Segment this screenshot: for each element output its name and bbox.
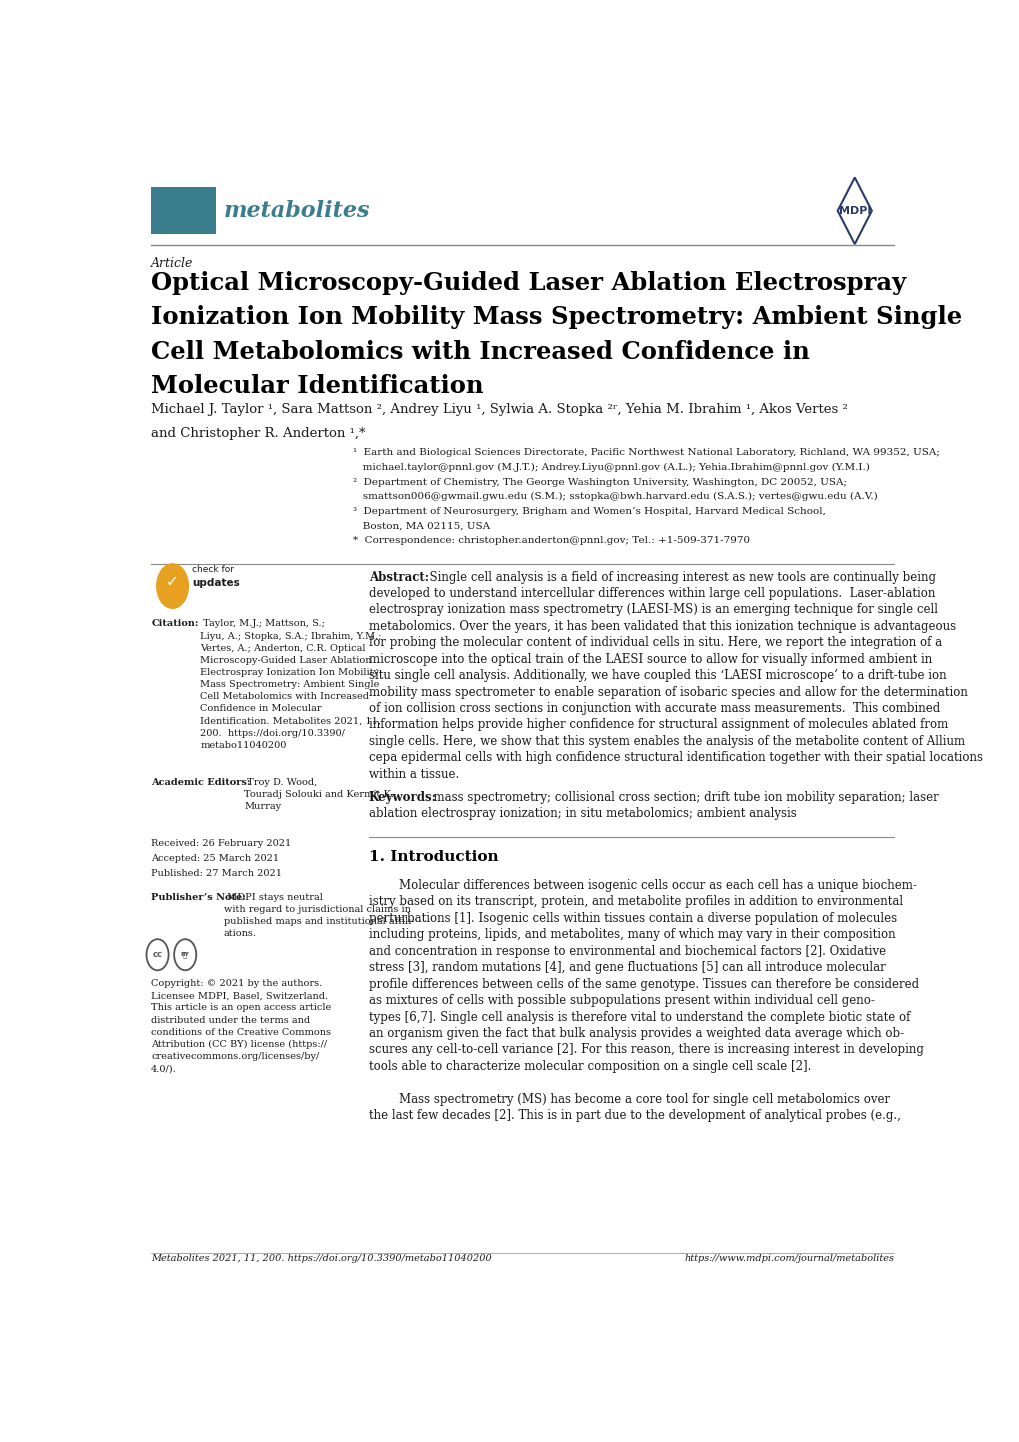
Text: Received: 26 February 2021: Received: 26 February 2021 bbox=[151, 839, 291, 848]
Text: electrospray ionization mass spectrometry (LAESI-MS) is an emerging technique fo: electrospray ionization mass spectrometr… bbox=[368, 603, 936, 616]
Text: BY: BY bbox=[180, 952, 190, 957]
Text: Single cell analysis is a field of increasing interest as new tools are continua: Single cell analysis is a field of incre… bbox=[422, 571, 935, 584]
Text: Molecular Identification: Molecular Identification bbox=[151, 373, 483, 398]
Text: situ single cell analysis. Additionally, we have coupled this ‘LAESI microscope’: situ single cell analysis. Additionally,… bbox=[368, 669, 946, 682]
Text: Boston, MA 02115, USA: Boston, MA 02115, USA bbox=[353, 522, 489, 531]
Text: updates: updates bbox=[193, 578, 239, 588]
Text: of ion collision cross sections in conjunction with accurate mass measurements. : of ion collision cross sections in conju… bbox=[368, 702, 938, 715]
Text: Metabolites 2021, 11, 200. https://doi.org/10.3390/metabo11040200: Metabolites 2021, 11, 200. https://doi.o… bbox=[151, 1255, 491, 1263]
Text: 1. Introduction: 1. Introduction bbox=[368, 851, 497, 864]
Text: and concentration in response to environmental and biochemical factors [2]. Oxid: and concentration in response to environ… bbox=[368, 945, 884, 957]
Text: istry based on its transcript, protein, and metabolite profiles in addition to e: istry based on its transcript, protein, … bbox=[368, 895, 902, 908]
Text: mass spectrometry; collisional cross section; drift tube ion mobility separation: mass spectrometry; collisional cross sec… bbox=[425, 790, 937, 803]
Text: Publisher’s Note:: Publisher’s Note: bbox=[151, 893, 246, 901]
Text: developed to understand intercellular differences within large cell populations.: developed to understand intercellular di… bbox=[368, 587, 934, 600]
Text: ¹  Earth and Biological Sciences Directorate, Pacific Northwest National Laborat: ¹ Earth and Biological Sciences Director… bbox=[353, 448, 938, 457]
Text: ²  Department of Chemistry, The George Washington University, Washington, DC 200: ² Department of Chemistry, The George Wa… bbox=[353, 477, 846, 487]
Text: cc: cc bbox=[153, 950, 162, 959]
Text: Keywords:: Keywords: bbox=[368, 790, 436, 803]
Text: https://www.mdpi.com/journal/metabolites: https://www.mdpi.com/journal/metabolites bbox=[684, 1255, 894, 1263]
Text: Abstract:: Abstract: bbox=[368, 571, 428, 584]
Text: perturbations [1]. Isogenic cells within tissues contain a diverse population of: perturbations [1]. Isogenic cells within… bbox=[368, 911, 896, 924]
Text: an organism given the fact that bulk analysis provides a weighted data average w: an organism given the fact that bulk ana… bbox=[368, 1027, 903, 1040]
Text: ablation electrospray ionization; in situ metabolomics; ambient analysis: ablation electrospray ionization; in sit… bbox=[368, 808, 796, 820]
Text: Taylor, M.J.; Mattson, S.;
Liyu, A.; Stopka, S.A.; Ibrahim, Y.M.;
Vertes, A.; An: Taylor, M.J.; Mattson, S.; Liyu, A.; Sto… bbox=[200, 620, 381, 750]
Text: Cell Metabolomics with Increased Confidence in: Cell Metabolomics with Increased Confide… bbox=[151, 339, 809, 363]
Text: stress [3], random mutations [4], and gene fluctuations [5] can all introduce mo: stress [3], random mutations [4], and ge… bbox=[368, 962, 884, 975]
Text: Article: Article bbox=[151, 258, 194, 271]
Text: Academic Editors:: Academic Editors: bbox=[151, 779, 251, 787]
Text: ✓: ✓ bbox=[166, 574, 178, 590]
Text: information helps provide higher confidence for structural assignment of molecul: information helps provide higher confide… bbox=[368, 718, 947, 731]
Text: ³  Department of Neurosurgery, Brigham and Women’s Hospital, Harvard Medical Sch: ³ Department of Neurosurgery, Brigham an… bbox=[353, 508, 824, 516]
Text: ⃝: ⃝ bbox=[182, 952, 187, 957]
Text: within a tissue.: within a tissue. bbox=[368, 767, 459, 780]
Text: Molecular differences between isogenic cells occur as each cell has a unique bio: Molecular differences between isogenic c… bbox=[398, 880, 916, 893]
Text: metabolomics. Over the years, it has been validated that this ionization techniq: metabolomics. Over the years, it has bee… bbox=[368, 620, 955, 633]
Text: *  Correspondence: christopher.anderton@pnnl.gov; Tel.: +1-509-371-7970: * Correspondence: christopher.anderton@p… bbox=[353, 536, 749, 545]
Text: MDPI: MDPI bbox=[838, 206, 870, 216]
Text: tools able to characterize molecular composition on a single cell scale [2].: tools able to characterize molecular com… bbox=[368, 1060, 810, 1073]
Text: scures any cell-to-cell variance [2]. For this reason, there is increasing inter: scures any cell-to-cell variance [2]. Fo… bbox=[368, 1044, 922, 1057]
Text: for probing the molecular content of individual cells in situ. Here, we report t: for probing the molecular content of ind… bbox=[368, 636, 941, 649]
Text: microscope into the optical train of the LAESI source to allow for visually info: microscope into the optical train of the… bbox=[368, 653, 931, 666]
Text: mobility mass spectrometer to enable separation of isobaric species and allow fo: mobility mass spectrometer to enable sep… bbox=[368, 685, 967, 698]
Circle shape bbox=[147, 939, 168, 970]
Text: Accepted: 25 March 2021: Accepted: 25 March 2021 bbox=[151, 854, 279, 864]
Text: Optical Microscopy-Guided Laser Ablation Electrospray: Optical Microscopy-Guided Laser Ablation… bbox=[151, 271, 906, 294]
Text: as mixtures of cells with possible subpopulations present within individual cell: as mixtures of cells with possible subpo… bbox=[368, 994, 873, 1007]
Text: Published: 27 March 2021: Published: 27 March 2021 bbox=[151, 870, 282, 878]
Text: Ionization Ion Mobility Mass Spectrometry: Ambient Single: Ionization Ion Mobility Mass Spectrometr… bbox=[151, 306, 961, 329]
Text: MDPI stays neutral
with regard to jurisdictional claims in
published maps and in: MDPI stays neutral with regard to jurisd… bbox=[224, 893, 414, 937]
Text: and Christopher R. Anderton ¹,*: and Christopher R. Anderton ¹,* bbox=[151, 427, 366, 440]
Text: check for: check for bbox=[193, 565, 234, 574]
Text: Citation:: Citation: bbox=[151, 620, 199, 629]
Text: profile differences between cells of the same genotype. Tissues can therefore be: profile differences between cells of the… bbox=[368, 978, 918, 991]
Text: michael.taylor@pnnl.gov (M.J.T.); Andrey.Liyu@pnnl.gov (A.L.); Yehia.Ibrahim@pnn: michael.taylor@pnnl.gov (M.J.T.); Andrey… bbox=[353, 463, 869, 472]
Text: smattson006@gwmail.gwu.edu (S.M.); sstopka@bwh.harvard.edu (S.A.S.); vertes@gwu.: smattson006@gwmail.gwu.edu (S.M.); sstop… bbox=[353, 492, 876, 502]
Text: Copyright: © 2021 by the authors.
Licensee MDPI, Basel, Switzerland.
This articl: Copyright: © 2021 by the authors. Licens… bbox=[151, 979, 331, 1073]
Text: types [6,7]. Single cell analysis is therefore vital to understand the complete : types [6,7]. Single cell analysis is the… bbox=[368, 1011, 909, 1024]
FancyBboxPatch shape bbox=[151, 187, 216, 234]
Polygon shape bbox=[837, 177, 871, 244]
Text: metabolites: metabolites bbox=[224, 200, 370, 222]
Circle shape bbox=[157, 564, 189, 609]
Text: Michael J. Taylor ¹, Sara Mattson ², Andrey Liyu ¹, Sylwia A. Stopka ²ʳ, Yehia M: Michael J. Taylor ¹, Sara Mattson ², And… bbox=[151, 402, 847, 415]
Text: including proteins, lipids, and metabolites, many of which may vary in their com: including proteins, lipids, and metaboli… bbox=[368, 929, 895, 942]
Text: Mass spectrometry (MS) has become a core tool for single cell metabolomics over: Mass spectrometry (MS) has become a core… bbox=[398, 1093, 889, 1106]
Text: the last few decades [2]. This is in part due to the development of analytical p: the last few decades [2]. This is in par… bbox=[368, 1109, 900, 1122]
Text: Troy D. Wood,
Touradj Solouki and Kermit K.
Murray: Troy D. Wood, Touradj Solouki and Kermit… bbox=[245, 779, 394, 812]
Text: single cells. Here, we show that this system enables the analysis of the metabol: single cells. Here, we show that this sy… bbox=[368, 735, 964, 748]
Text: cepa epidermal cells with high confidence structural identification together wit: cepa epidermal cells with high confidenc… bbox=[368, 751, 981, 764]
Circle shape bbox=[174, 939, 196, 970]
